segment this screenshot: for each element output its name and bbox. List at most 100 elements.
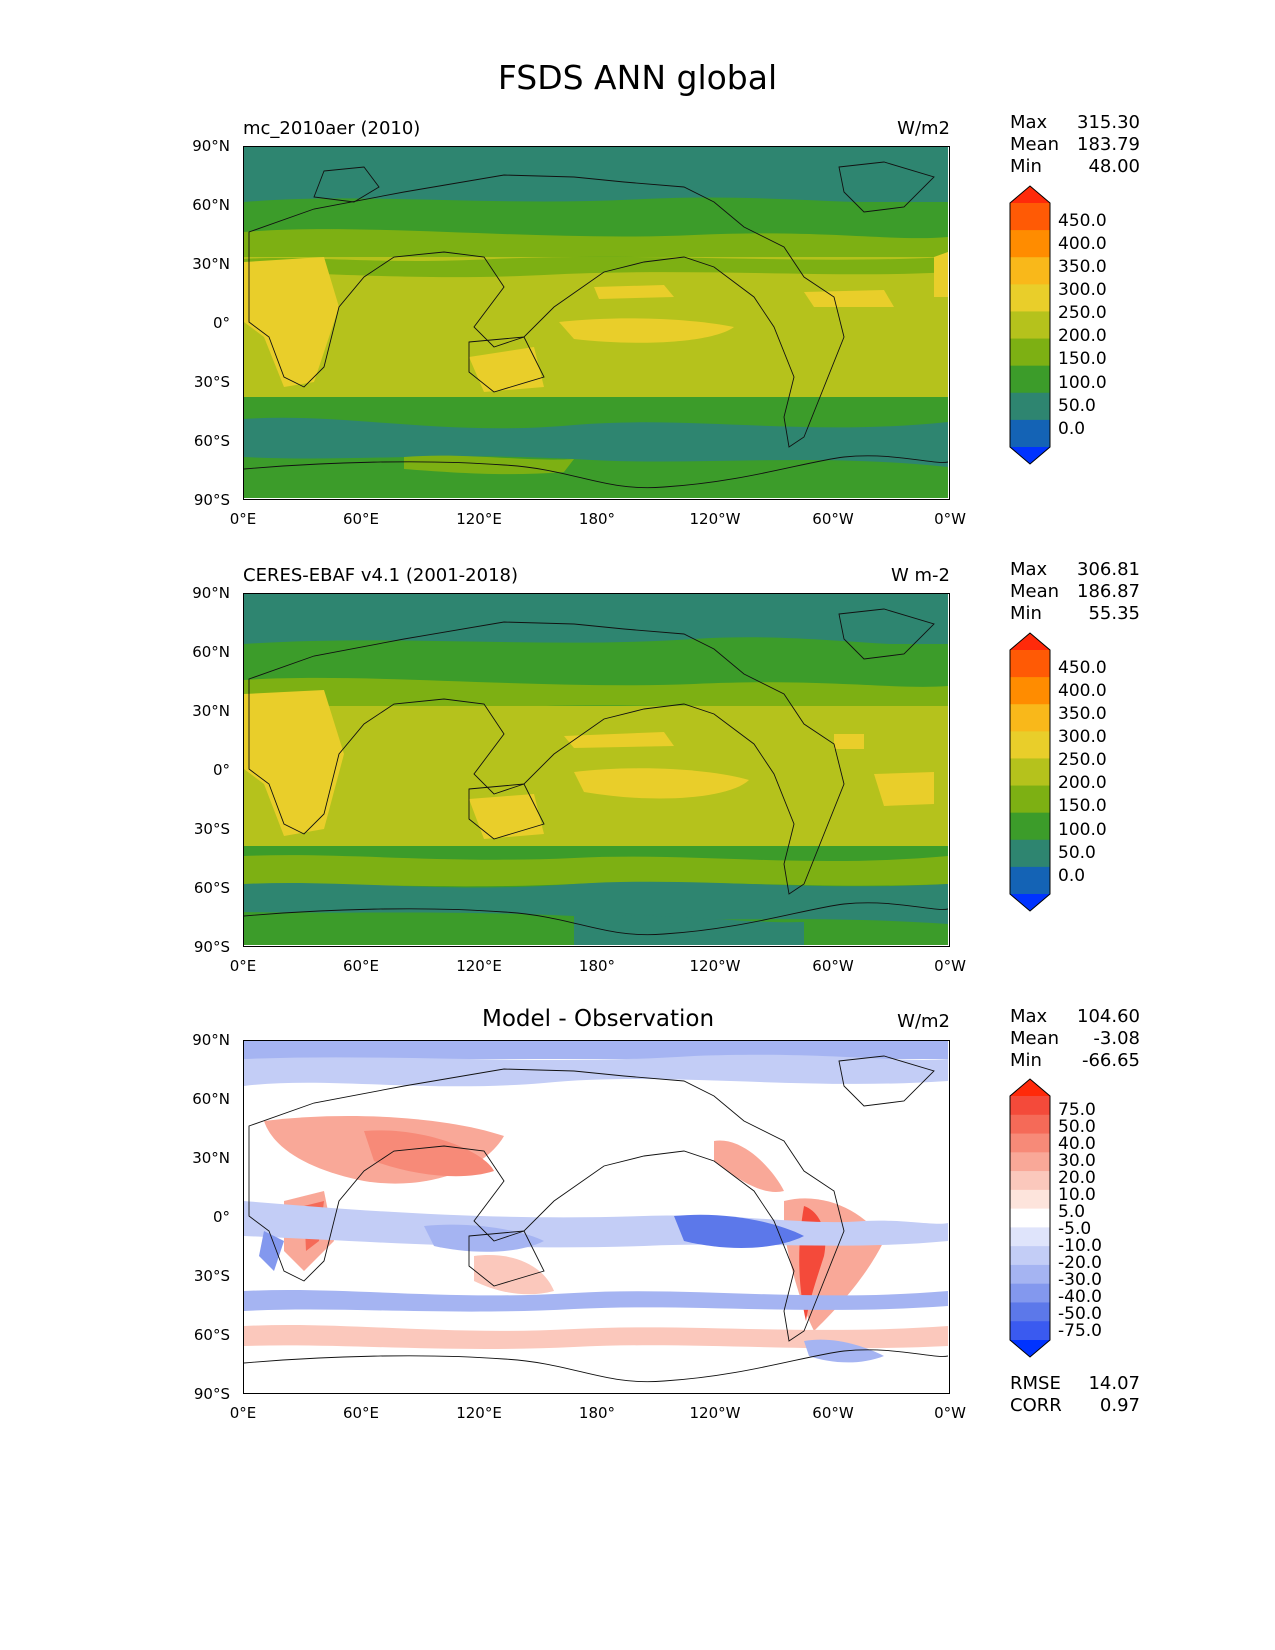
panel-2-lon-tick-120e: 120°E xyxy=(456,957,502,975)
panel-3-colorbar xyxy=(1009,1078,1051,1358)
panel-1-cb-label: 450.0 xyxy=(1058,211,1107,231)
rmse-value: 14.07 xyxy=(1088,1373,1140,1394)
panel-2-cb-label: 450.0 xyxy=(1058,658,1107,678)
corr-value: 0.97 xyxy=(1099,1395,1140,1416)
colorbar-swatch xyxy=(1010,1208,1050,1228)
panel-2-lat-tick-90s: 90°S xyxy=(193,938,230,956)
colorbar-swatch xyxy=(1010,284,1050,312)
panel-3-max-value: 104.60 xyxy=(1077,1006,1140,1027)
colorbar-swatch xyxy=(1010,1246,1050,1266)
colorbar-extend-top xyxy=(1010,186,1050,203)
panel-2-mean-label: Mean xyxy=(1010,581,1060,602)
colorbar-swatch xyxy=(1010,203,1050,231)
panel-2-units: W m-2 xyxy=(890,565,950,586)
panel-3-lat-tick-30n: 30°N xyxy=(192,1149,230,1167)
panel-2-lon-tick-120w: 120°W xyxy=(689,957,741,975)
panel-3-max-label: Max xyxy=(1010,1006,1048,1027)
panel-3-lon-tick-0e: 0°E xyxy=(229,1404,257,1422)
panel-3-lat-tick-60s: 60°S xyxy=(193,1326,230,1344)
colorbar-extend-top xyxy=(1010,1079,1050,1096)
panel-2-cb-label: 0.0 xyxy=(1058,866,1086,886)
panel-2-max-value: 306.81 xyxy=(1077,559,1140,580)
panel-1-lat-tick-60n: 60°N xyxy=(192,196,230,214)
panel-1-min-label: Min xyxy=(1010,156,1042,177)
panel-1-cb-label: 200.0 xyxy=(1058,326,1107,346)
panel-3-min-label: Min xyxy=(1010,1050,1042,1071)
panel-1-lat-tick-60s: 60°S xyxy=(193,432,230,450)
colorbar-extend-bottom xyxy=(1010,447,1050,464)
panel-2-lat-tick-60n: 60°N xyxy=(192,643,230,661)
panel-3-lon-tick-60w: 60°W xyxy=(812,1404,854,1422)
panel-3-cb-label: 20.0 xyxy=(1058,1168,1096,1188)
panel-3-cb-label: -75.0 xyxy=(1058,1321,1102,1341)
panel-1-lon-tick-120e: 120°E xyxy=(456,510,502,528)
colorbar-extend-bottom xyxy=(1010,1340,1050,1357)
panel-2-lat-tick-60s: 60°S xyxy=(193,879,230,897)
panel-3-min-value: -66.65 xyxy=(1081,1050,1140,1071)
panel-1-cb-label: 100.0 xyxy=(1058,373,1107,393)
panel-3-lon-tick-120w: 120°W xyxy=(689,1404,741,1422)
colorbar-swatch xyxy=(1010,1227,1050,1247)
panel-1-map xyxy=(243,146,950,500)
panel-3-cb-label: -5.0 xyxy=(1058,1219,1092,1239)
panel-2-lat-tick-0: 0° xyxy=(212,761,230,779)
panel-3-lon-tick-0w: 0°W xyxy=(934,1404,966,1422)
panel-2-lon-tick-0e: 0°E xyxy=(229,957,257,975)
panel-1-cb-label: 400.0 xyxy=(1058,234,1107,254)
colorbar-extend-bottom xyxy=(1010,894,1050,911)
panel-3-metrics: RMSE 14.07 CORR 0.97 xyxy=(1010,1373,1140,1417)
panel-1-max-label: Max xyxy=(1010,112,1048,133)
panel-3-cb-label: 40.0 xyxy=(1058,1134,1096,1154)
panel-3-lat-tick-60n: 60°N xyxy=(192,1090,230,1108)
colorbar-swatch xyxy=(1010,785,1050,814)
colorbar-swatch xyxy=(1010,812,1050,841)
panel-1-cb-label: 250.0 xyxy=(1058,303,1107,323)
colorbar-swatch xyxy=(1010,731,1050,759)
panel-2-lat-tick-30s: 30°S xyxy=(193,820,230,838)
colorbar-swatch xyxy=(1010,392,1050,421)
panel-2-colorbar xyxy=(1009,632,1051,912)
panel-3-cb-label: -10.0 xyxy=(1058,1236,1102,1256)
panel-1-lon-tick-120w: 120°W xyxy=(689,510,741,528)
panel-2-lat-tick-30n: 30°N xyxy=(192,702,230,720)
panel-1-lat-tick-30n: 30°N xyxy=(192,255,230,273)
colorbar-swatch xyxy=(1010,1114,1050,1135)
panel-2-lon-tick-60w: 60°W xyxy=(812,957,854,975)
panel-1-min-value: 48.00 xyxy=(1088,156,1140,177)
colorbar-outline xyxy=(1009,1078,1051,1358)
panel-1-lat-tick-90n: 90°N xyxy=(192,137,230,155)
panel-3-title: Model - Observation xyxy=(482,1006,715,1032)
colorbar-swatch xyxy=(1010,1302,1050,1322)
panel-1-lat-tick-30s: 30°S xyxy=(193,373,230,391)
panel-2-stats: Max 306.81 Mean 186.87 Min 55.35 xyxy=(1010,559,1140,625)
panel-1-cb-label: 350.0 xyxy=(1058,257,1107,277)
panel-2-min-label: Min xyxy=(1010,603,1042,624)
panel-3-lat-tick-90n: 90°N xyxy=(192,1031,230,1049)
panel-3-lon-tick-180: 180° xyxy=(578,1404,616,1422)
panel-1-lon-tick-0w: 0°W xyxy=(934,510,966,528)
colorbar-swatch xyxy=(1010,704,1050,732)
colorbar-extend-top xyxy=(1010,633,1050,650)
panel-1-lat-tick-90s: 90°S xyxy=(193,491,230,509)
panel-1-label: mc_2010aer (2010) xyxy=(243,118,421,139)
panel-2-cb-label: 350.0 xyxy=(1058,704,1107,724)
panel-2-label: CERES-EBAF v4.1 (2001-2018) xyxy=(243,565,519,586)
panel-2-cb-label: 400.0 xyxy=(1058,681,1107,701)
colorbar-swatch xyxy=(1010,1133,1050,1153)
panel-3-stats: Max 104.60 Mean -3.08 Min -66.65 xyxy=(1010,1006,1140,1072)
panel-2-cb-label: 150.0 xyxy=(1058,796,1107,816)
colorbar-swatch xyxy=(1010,1171,1050,1191)
panel-1-cb-label: 0.0 xyxy=(1058,419,1086,439)
colorbar-swatch xyxy=(1010,419,1050,448)
panel-2-cb-label: 50.0 xyxy=(1058,843,1096,863)
panel-3-mean-value: -3.08 xyxy=(1093,1028,1140,1049)
panel-2-mean-value: 186.87 xyxy=(1077,581,1140,602)
panel-2-min-value: 55.35 xyxy=(1088,603,1140,624)
panel-3-cb-label: 10.0 xyxy=(1058,1185,1096,1205)
panel-2-max-label: Max xyxy=(1010,559,1048,580)
colorbar-swatch xyxy=(1010,1152,1050,1172)
panel-2-cb-label: 250.0 xyxy=(1058,750,1107,770)
panel-1-mean-label: Mean xyxy=(1010,134,1060,155)
colorbar-swatch xyxy=(1010,758,1050,787)
colorbar-swatch xyxy=(1010,866,1050,895)
